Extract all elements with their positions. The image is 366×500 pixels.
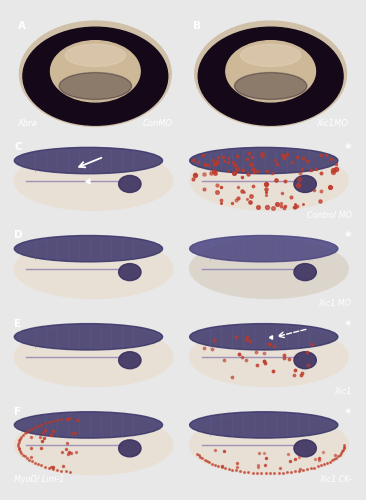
Ellipse shape <box>294 440 316 457</box>
Ellipse shape <box>119 176 141 192</box>
Text: A: A <box>18 21 26 31</box>
Ellipse shape <box>190 239 348 298</box>
Ellipse shape <box>119 264 141 280</box>
Ellipse shape <box>240 44 301 66</box>
Ellipse shape <box>14 151 173 210</box>
Ellipse shape <box>51 40 140 102</box>
Text: Xbra: Xbra <box>18 118 38 128</box>
Ellipse shape <box>235 72 307 100</box>
Ellipse shape <box>23 27 168 125</box>
Ellipse shape <box>195 21 347 126</box>
Text: D: D <box>14 230 23 240</box>
Ellipse shape <box>190 415 348 474</box>
Ellipse shape <box>294 176 316 192</box>
Text: MyoD/ Lim-1: MyoD/ Lim-1 <box>14 475 65 484</box>
Text: Xic1 CK-: Xic1 CK- <box>319 475 352 484</box>
Ellipse shape <box>14 148 163 174</box>
Ellipse shape <box>294 352 316 368</box>
Ellipse shape <box>119 352 141 368</box>
Ellipse shape <box>190 327 348 386</box>
Ellipse shape <box>14 412 163 438</box>
Ellipse shape <box>59 72 131 100</box>
Ellipse shape <box>190 151 348 210</box>
Ellipse shape <box>190 324 338 350</box>
Text: ConMO: ConMO <box>143 118 173 128</box>
Text: *: * <box>345 406 352 420</box>
Text: Xic1MO: Xic1MO <box>316 118 348 128</box>
Ellipse shape <box>65 44 126 66</box>
Ellipse shape <box>14 415 173 474</box>
Ellipse shape <box>198 27 343 125</box>
Ellipse shape <box>119 440 141 457</box>
Text: B: B <box>193 21 201 31</box>
Ellipse shape <box>14 327 173 386</box>
Ellipse shape <box>14 239 173 298</box>
Ellipse shape <box>19 21 171 126</box>
Ellipse shape <box>190 148 338 174</box>
Text: *: * <box>345 230 352 243</box>
Text: C: C <box>14 142 22 152</box>
Ellipse shape <box>14 324 163 350</box>
Text: F: F <box>14 406 22 416</box>
Ellipse shape <box>190 412 338 438</box>
Ellipse shape <box>226 40 315 102</box>
Text: *: * <box>345 318 352 332</box>
Text: *: * <box>345 142 352 156</box>
Text: E: E <box>14 318 22 328</box>
Text: Xic1: Xic1 <box>335 387 352 396</box>
Text: Control MO: Control MO <box>307 210 352 220</box>
Ellipse shape <box>190 236 338 262</box>
Ellipse shape <box>14 236 163 262</box>
Text: Xic1 MO: Xic1 MO <box>319 299 352 308</box>
Ellipse shape <box>294 264 316 280</box>
